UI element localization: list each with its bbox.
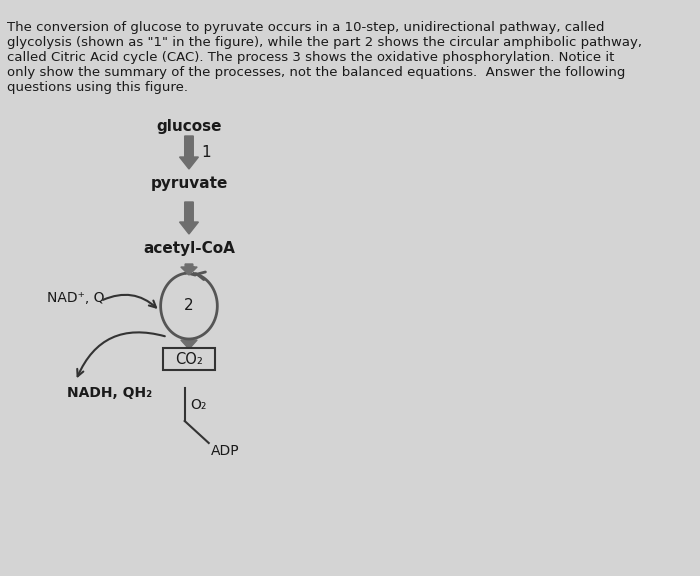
Text: glucose: glucose [156, 119, 222, 134]
Text: 2: 2 [184, 298, 194, 313]
Text: ADP: ADP [211, 444, 239, 458]
FancyArrow shape [181, 264, 197, 275]
Text: NAD⁺, Q: NAD⁺, Q [47, 291, 105, 305]
Text: 1: 1 [201, 146, 211, 161]
Text: The conversion of glucose to pyruvate occurs in a 10-step, unidirectional pathwa: The conversion of glucose to pyruvate oc… [7, 21, 642, 94]
Text: pyruvate: pyruvate [150, 176, 228, 191]
Text: acetyl-CoA: acetyl-CoA [143, 241, 235, 256]
FancyArrow shape [179, 202, 198, 234]
Text: O₂: O₂ [190, 398, 206, 412]
Text: CO₂: CO₂ [175, 351, 203, 366]
FancyArrow shape [181, 340, 197, 349]
FancyBboxPatch shape [163, 348, 215, 370]
FancyArrow shape [179, 136, 198, 169]
Text: NADH, QH₂: NADH, QH₂ [67, 386, 152, 400]
